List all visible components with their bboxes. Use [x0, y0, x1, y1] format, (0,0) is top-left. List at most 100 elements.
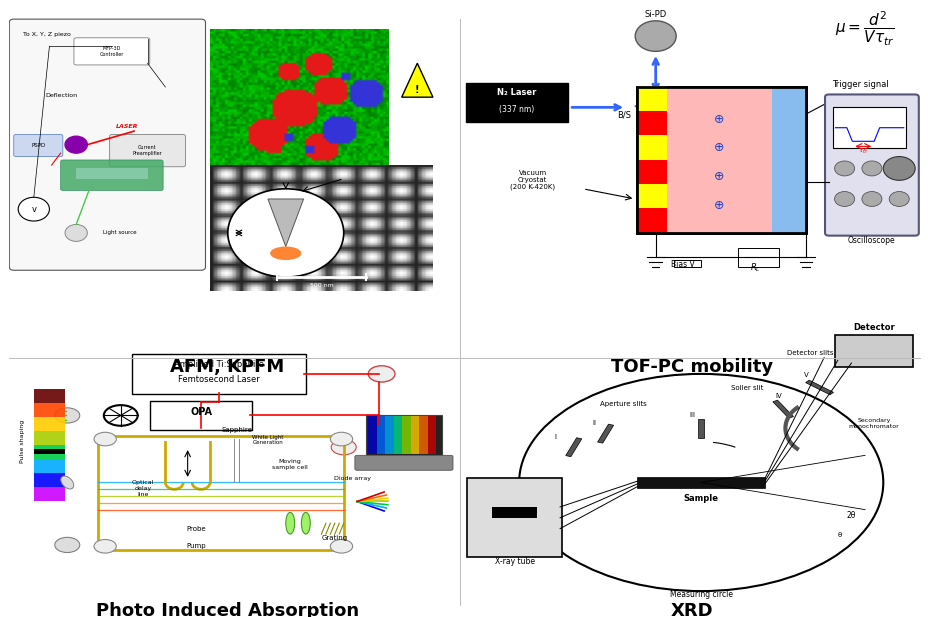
Text: $R_L$: $R_L$ [750, 261, 760, 274]
Bar [402, 416, 410, 454]
Bar [33, 449, 65, 454]
Bar [637, 184, 666, 209]
Text: TOF-PC mobility: TOF-PC mobility [611, 358, 772, 376]
Text: Measuring circle: Measuring circle [669, 589, 732, 598]
Circle shape [330, 539, 353, 553]
Circle shape [367, 419, 394, 435]
Text: Current
Preamplifier: Current Preamplifier [133, 146, 162, 156]
Bar [33, 445, 65, 459]
Circle shape [227, 189, 343, 277]
Text: PSPD: PSPD [32, 143, 45, 148]
Bar [33, 417, 65, 431]
Bar [366, 415, 442, 455]
Circle shape [861, 191, 881, 207]
FancyBboxPatch shape [149, 401, 252, 429]
Bar [637, 160, 666, 184]
Bar [33, 389, 65, 403]
Bar [637, 477, 764, 488]
Text: Moving
sample cell: Moving sample cell [272, 459, 308, 470]
Circle shape [833, 161, 854, 176]
Text: !: ! [415, 85, 419, 96]
FancyBboxPatch shape [832, 107, 905, 148]
Circle shape [330, 433, 353, 446]
Text: $\tau_{tr}$: $\tau_{tr}$ [857, 147, 868, 156]
Text: Light source: Light source [103, 230, 136, 236]
Bar [637, 135, 666, 160]
Bar [367, 416, 377, 454]
Bar [637, 86, 666, 111]
Bar [637, 209, 666, 233]
Text: v: v [32, 205, 36, 213]
Text: ⊕: ⊕ [714, 113, 724, 126]
Bar [666, 87, 771, 233]
Text: Vacuum
Cryostat
(200 K-420K): Vacuum Cryostat (200 K-420K) [509, 170, 555, 190]
Circle shape [888, 161, 909, 176]
Text: ⊕: ⊕ [714, 170, 724, 183]
FancyBboxPatch shape [74, 38, 149, 65]
Bar [410, 416, 419, 454]
Bar [491, 507, 536, 518]
FancyBboxPatch shape [110, 135, 186, 167]
Text: Probe: Probe [187, 526, 206, 532]
Circle shape [367, 366, 394, 382]
Text: 2θ: 2θ [846, 511, 856, 520]
Text: Secondary
monochromator: Secondary monochromator [848, 418, 898, 429]
Text: Aperture slits: Aperture slits [599, 402, 647, 407]
Text: N₂ Laser: N₂ Laser [496, 88, 536, 97]
Circle shape [94, 539, 116, 553]
FancyBboxPatch shape [9, 19, 205, 270]
Text: ⊕: ⊕ [714, 199, 724, 212]
Ellipse shape [60, 476, 73, 489]
Text: IV: IV [774, 393, 781, 399]
Bar [805, 380, 832, 395]
Text: MFP-3D
Controller: MFP-3D Controller [99, 46, 124, 57]
Circle shape [833, 191, 854, 207]
Bar [419, 416, 427, 454]
Text: Soller slit: Soller slit [729, 385, 762, 391]
FancyBboxPatch shape [466, 478, 561, 557]
FancyBboxPatch shape [76, 168, 148, 179]
Polygon shape [267, 199, 303, 247]
Circle shape [55, 408, 80, 423]
Circle shape [883, 157, 914, 180]
Bar [565, 437, 581, 457]
Bar [33, 487, 65, 502]
Text: B/S: B/S [616, 110, 630, 120]
Text: Detector slits: Detector slits [786, 350, 832, 356]
Text: Trigger signal: Trigger signal [831, 80, 888, 89]
FancyBboxPatch shape [637, 87, 806, 233]
Text: AFM, KPFM: AFM, KPFM [171, 358, 284, 376]
Text: Pulse shaping: Pulse shaping [20, 420, 25, 463]
Bar [673, 260, 701, 267]
Circle shape [861, 161, 881, 176]
Text: (337 nm): (337 nm) [498, 106, 534, 114]
Text: Amplified Ti:Sapphire: Amplified Ti:Sapphire [174, 360, 264, 369]
Bar [737, 248, 778, 267]
Bar [427, 416, 435, 454]
Text: Sapphire: Sapphire [221, 427, 251, 433]
Text: White Light
Generation: White Light Generation [252, 435, 283, 445]
Text: II: II [591, 420, 596, 426]
Circle shape [888, 191, 909, 207]
Circle shape [104, 405, 137, 426]
Circle shape [94, 433, 116, 446]
FancyBboxPatch shape [14, 135, 63, 157]
Text: $\mu = \dfrac{d^2}{V\tau_{tr}}$: $\mu = \dfrac{d^2}{V\tau_{tr}}$ [834, 10, 894, 48]
Text: OPA: OPA [190, 407, 212, 417]
Text: Sample: Sample [683, 494, 718, 503]
Ellipse shape [270, 247, 301, 260]
Text: X-ray tube: X-ray tube [494, 557, 534, 566]
Text: Oscilloscope: Oscilloscope [847, 236, 895, 245]
Bar [33, 431, 65, 445]
Text: θ: θ [837, 532, 841, 538]
Text: To X, Y, Z piezo: To X, Y, Z piezo [22, 32, 71, 37]
FancyBboxPatch shape [824, 94, 918, 236]
Text: Photo Induced Absorption: Photo Induced Absorption [96, 602, 359, 617]
Text: Diode array: Diode array [334, 476, 371, 481]
Text: Detector: Detector [853, 323, 894, 333]
Bar [33, 459, 65, 473]
Text: XRD: XRD [670, 602, 713, 617]
Bar [771, 87, 806, 233]
Text: Deflection: Deflection [45, 93, 77, 98]
Bar [597, 424, 613, 443]
